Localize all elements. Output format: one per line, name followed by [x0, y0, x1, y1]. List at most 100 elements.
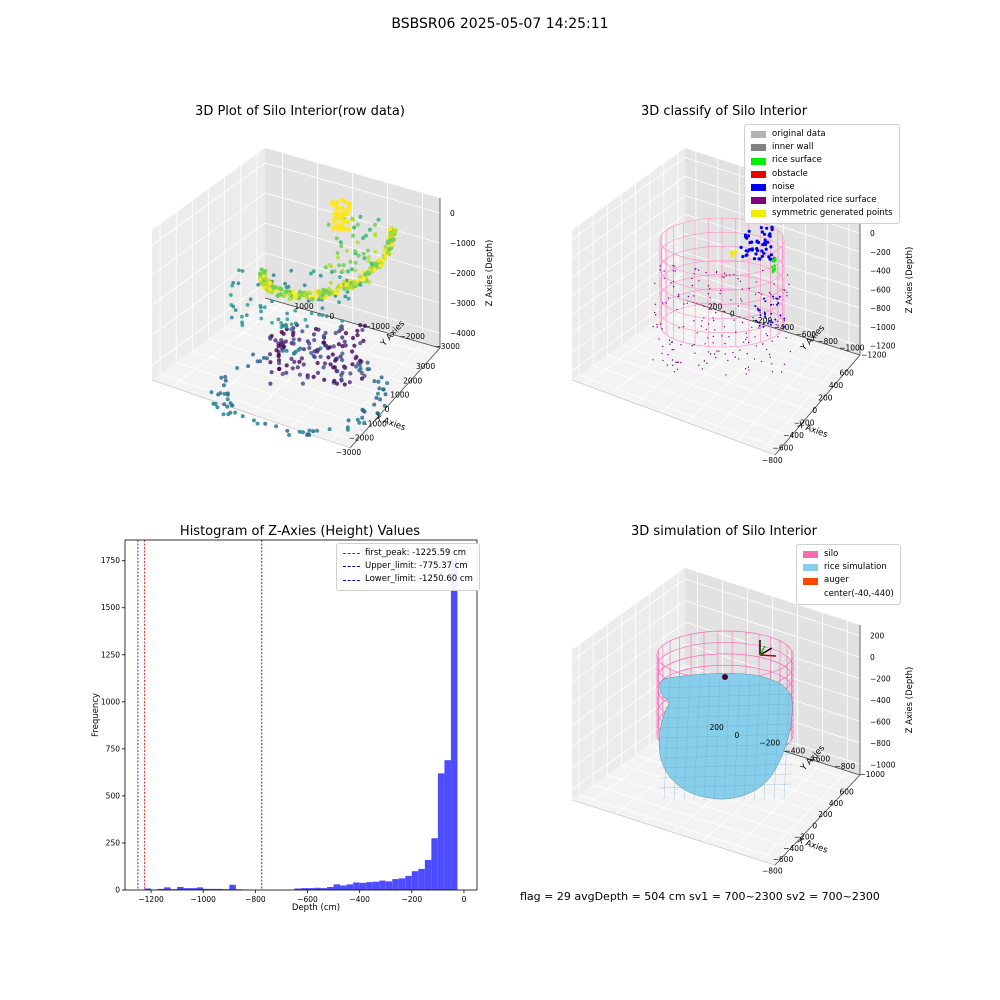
- p1-data-point: [340, 319, 345, 323]
- p4-x-tick-label: 200: [818, 810, 833, 819]
- p1-data-point: [300, 329, 305, 334]
- p1-data-point: [353, 260, 358, 265]
- p1-data-point: [337, 263, 342, 268]
- panel1-title: 3D Plot of Silo Interior(row data): [195, 104, 405, 119]
- panel2-legend: original data inner wall rice surface ob…: [744, 124, 900, 225]
- p1-data-point: [233, 410, 238, 415]
- p2-interpolated-point: [730, 299, 732, 301]
- p2-interpolated-point: [713, 353, 716, 355]
- p1-data-point: [335, 369, 340, 374]
- p1-data-point: [310, 297, 315, 302]
- panel1-3d-plot: −3000−2000−10000100020003000−3000−2000−1…: [151, 148, 495, 457]
- p1-data-point: [340, 370, 345, 375]
- p2-interpolated-point: [691, 284, 694, 287]
- histogram-y-tick-label: 1500: [101, 603, 120, 612]
- p1-grid-z: [151, 192, 441, 276]
- p2-y-tick-label: −1000: [839, 344, 865, 353]
- p2-x-tick-label: −800: [762, 456, 783, 465]
- histogram-bar: [307, 888, 315, 890]
- p2-noise-point: [762, 322, 765, 325]
- p2-noise-point: [756, 240, 761, 245]
- p1-data-point: [326, 222, 331, 227]
- p2-interpolated-point: [661, 328, 663, 330]
- p1-data-point: [285, 428, 290, 433]
- p1-data-point: [257, 271, 263, 277]
- p1-data-point: [363, 233, 368, 238]
- p1-grid-z: [151, 162, 441, 246]
- p1-data-point: [274, 348, 279, 353]
- p4-y-tick-label: −600: [810, 754, 831, 763]
- p1-data-point: [320, 306, 325, 310]
- p2-interpolated-point: [678, 327, 680, 329]
- p1-data-point: [387, 247, 392, 252]
- p4-y-tick-label: 200: [710, 723, 725, 732]
- p2-interpolated-point: [672, 364, 674, 366]
- p4-zlabel: Z Axies (Depth): [905, 667, 915, 734]
- histogram-bar: [196, 887, 204, 890]
- p1-data-point: [339, 244, 344, 248]
- histogram-y-tick-label: 750: [106, 744, 121, 753]
- p1-x-tick-label: 1000: [390, 391, 409, 400]
- p1-data-point: [339, 205, 345, 211]
- p2-interpolated-point: [716, 270, 718, 273]
- p1-data-point: [280, 371, 285, 377]
- p2-interpolated-point: [775, 324, 777, 326]
- p1-data-point: [258, 303, 263, 308]
- p4-rice-mesh-line: [663, 677, 671, 801]
- p1-grid-z: [151, 252, 441, 336]
- p1-data-point: [336, 342, 341, 347]
- p2-interpolated-point: [741, 300, 743, 302]
- p1-data-point: [245, 303, 250, 307]
- p2-noise-point: [767, 255, 771, 259]
- p2-grid-z: [571, 290, 861, 371]
- p1-data-point: [340, 357, 345, 363]
- p1-data-point: [355, 240, 360, 245]
- p1-data-point: [348, 371, 353, 376]
- p4-z-tick-label: 200: [870, 632, 885, 641]
- p1-data-point: [333, 330, 338, 336]
- p2-interpolated-point: [707, 293, 710, 295]
- p1-data-point: [349, 267, 354, 272]
- p2-noise-point: [772, 295, 775, 298]
- p1-data-point: [259, 316, 264, 321]
- p1-data-point: [215, 405, 220, 410]
- p2-interpolated-point: [686, 302, 688, 304]
- p2-interpolated-point: [665, 302, 667, 304]
- p2-interpolated-point: [663, 277, 665, 280]
- p2-interpolated-point: [693, 273, 695, 275]
- p1-data-point: [373, 233, 378, 238]
- p1-data-point: [339, 221, 345, 227]
- p2-interpolated-point: [786, 274, 789, 276]
- p2-interpolated-point: [737, 278, 739, 280]
- p2-interpolated-point: [670, 341, 673, 343]
- p1-data-point: [338, 325, 343, 330]
- p1-data-point: [374, 262, 379, 267]
- p2-noise-point: [758, 324, 761, 327]
- p1-data-point: [334, 206, 340, 212]
- p1-data-point: [240, 323, 245, 328]
- p1-data-point: [334, 381, 340, 386]
- p1-y-tick-label: −3000: [435, 342, 461, 351]
- p2-interpolated-point: [672, 264, 674, 267]
- p2-noise-point: [754, 252, 758, 256]
- p1-data-point: [289, 356, 294, 361]
- p2-interpolated-point: [772, 303, 774, 306]
- p2-grid-y: [660, 323, 762, 414]
- legend-swatch: [751, 183, 766, 191]
- p4-rice-mesh-line: [713, 677, 721, 801]
- p2-noise-point: [741, 255, 745, 259]
- p1-data-point: [354, 364, 359, 369]
- p1-data-point: [382, 249, 387, 254]
- p2-noise-point: [765, 226, 769, 230]
- p2-interpolated-point: [773, 283, 775, 285]
- p4-rice-mesh-line: [659, 733, 793, 739]
- p4-y-tick-label: −400: [785, 747, 806, 756]
- p1-data-point: [311, 429, 316, 434]
- p1-data-point: [327, 291, 332, 296]
- histogram-bar: [346, 884, 354, 890]
- p1-data-point: [338, 354, 343, 359]
- p2-x-axis-line: [774, 354, 861, 456]
- p2-y-axis-line: [684, 299, 861, 356]
- p2-interpolated-point: [725, 374, 727, 376]
- histogram-plot: −1200 −1000 −800 −600 −400 −200 0 0 250 500 750 100…: [91, 539, 478, 913]
